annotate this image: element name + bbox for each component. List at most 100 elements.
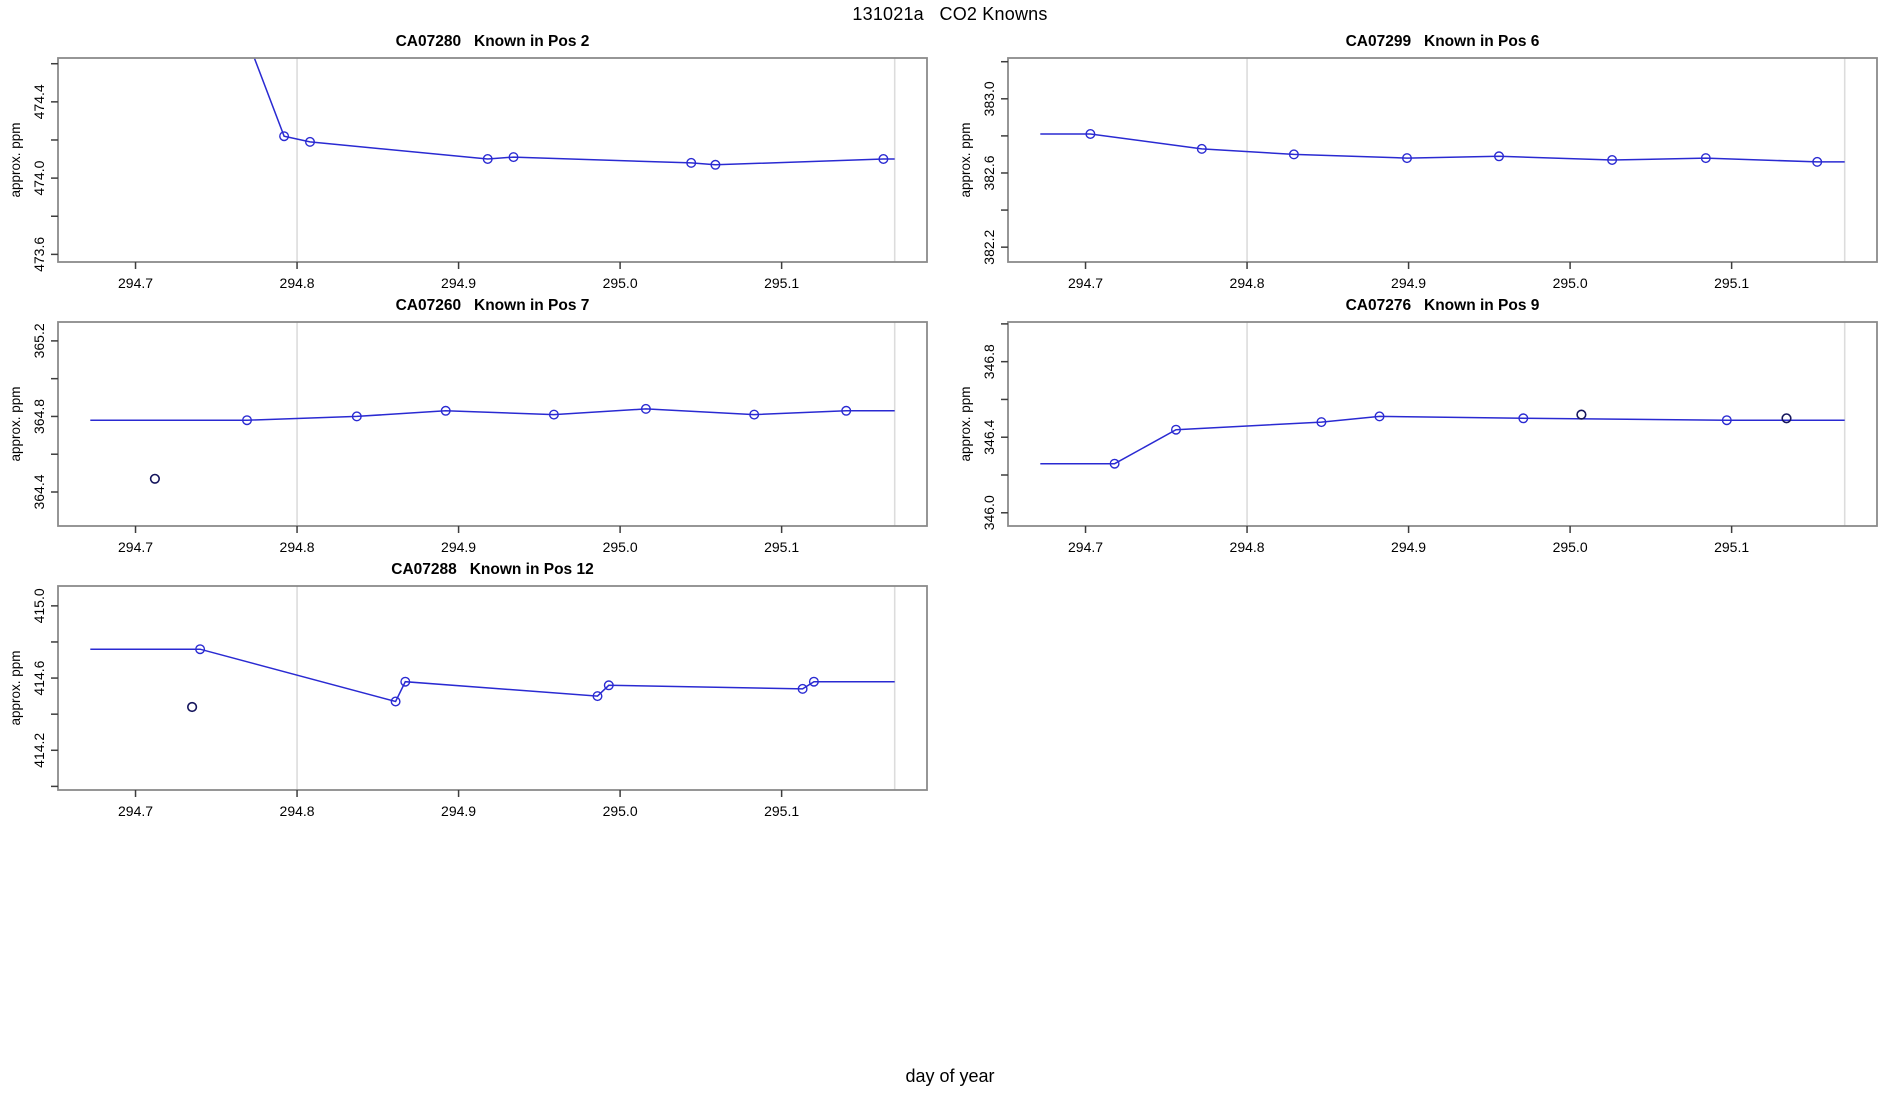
x-tick-label: 294.7 (118, 539, 153, 555)
data-point (686, 157, 697, 168)
x-tick-label: 294.7 (118, 803, 153, 819)
y-tick-label: 365.2 (31, 323, 47, 358)
data-point (797, 683, 808, 694)
x-tick-label: 294.8 (280, 275, 315, 291)
panel-title: CA07288 Known in Pos 12 (391, 561, 593, 578)
y-tick-label: 346.0 (981, 495, 997, 530)
plot-box (57, 57, 928, 263)
data-point (440, 405, 451, 416)
y-axis-label: approx. ppm (958, 386, 973, 461)
data-point (351, 411, 362, 422)
y-tick-label: 474.4 (31, 84, 47, 119)
x-tick-label: 294.8 (1230, 275, 1265, 291)
plot-box (1007, 57, 1878, 263)
panel-title: CA07280 Known in Pos 2 (396, 33, 590, 50)
data-point (1288, 149, 1299, 160)
x-tick-label: 294.8 (1230, 539, 1265, 555)
data-point (1700, 153, 1711, 164)
y-tick-label: 415.0 (31, 588, 47, 623)
x-tick-label: 294.9 (1391, 539, 1426, 555)
data-point (1607, 154, 1618, 165)
flagged-data-point (1576, 409, 1587, 420)
y-tick-label: 346.4 (981, 419, 997, 454)
data-point (1721, 415, 1732, 426)
panel-title: CA07299 Known in Pos 6 (1346, 33, 1540, 50)
x-tick-label: 295.1 (764, 803, 799, 819)
data-point (1196, 143, 1207, 154)
x-tick-label: 295.0 (603, 275, 638, 291)
x-tick-label: 294.7 (1068, 539, 1103, 555)
panel-title: CA07276 Known in Pos 9 (1346, 297, 1540, 314)
data-point (1109, 458, 1120, 469)
y-tick-label: 414.6 (31, 660, 47, 695)
x-tick-label: 295.0 (1553, 539, 1588, 555)
data-point (1493, 151, 1504, 162)
data-point (1518, 413, 1529, 424)
x-tick-label: 294.9 (441, 803, 476, 819)
data-point (603, 680, 614, 691)
plot-box (57, 585, 928, 791)
data-point (1170, 424, 1181, 435)
data-line (253, 58, 895, 166)
panel-CA07260: 294.7 294.8 294.9 295.0 295.1 364.4 364.8 365.2… (8, 297, 928, 555)
x-tick-label: 295.1 (1714, 539, 1749, 555)
x-tick-label: 294.8 (280, 539, 315, 555)
data-point (592, 691, 603, 702)
plot-box (57, 321, 928, 527)
x-tick-label: 295.0 (1553, 275, 1588, 291)
data-point (749, 409, 760, 420)
x-tick-label: 295.1 (1714, 275, 1749, 291)
x-tick-label: 295.1 (764, 539, 799, 555)
flagged-data-point (149, 473, 160, 484)
y-tick-label: 473.6 (31, 237, 47, 272)
data-point (841, 405, 852, 416)
y-axis-label: approx. ppm (958, 122, 973, 197)
data-point (710, 159, 721, 170)
data-point (400, 676, 411, 687)
y-axis-label: approx. ppm (8, 386, 23, 461)
data-point (482, 153, 493, 164)
x-tick-label: 294.9 (441, 539, 476, 555)
panel-CA07280: 294.7 294.8 294.9 295.0 295.1 473.6 474.0 474.4… (8, 33, 928, 291)
x-tick-label: 294.7 (118, 275, 153, 291)
data-point (1316, 417, 1327, 428)
x-tick-label: 294.7 (1068, 275, 1103, 291)
flagged-data-point (187, 701, 198, 713)
panel-CA07299: 294.7 294.8 294.9 295.0 295.1 382.2 382.6 383.0… (958, 33, 1878, 291)
flagged-data-point (1781, 413, 1792, 424)
y-tick-label: 364.8 (31, 399, 47, 434)
data-point (808, 676, 819, 687)
data-point (548, 409, 559, 420)
panel-CA07288: 294.7 294.8 294.9 295.0 295.1 414.2 414.6 415.0… (8, 561, 928, 819)
data-line (90, 408, 895, 421)
figure-title: 131021a CO2 Knowns (852, 4, 1048, 24)
y-tick-label: 474.0 (31, 160, 47, 195)
x-tick-label: 295.1 (764, 275, 799, 291)
y-axis-label: approx. ppm (8, 650, 23, 725)
data-point (390, 696, 401, 707)
y-tick-label: 364.4 (31, 474, 47, 509)
data-point (279, 131, 290, 142)
data-point (1374, 411, 1385, 422)
data-point (305, 136, 316, 147)
data-line (90, 648, 895, 703)
y-tick-label: 346.8 (981, 344, 997, 379)
plot-box (1007, 321, 1878, 527)
data-point (508, 152, 519, 163)
data-point (640, 403, 651, 414)
data-point (878, 153, 889, 164)
x-tick-label: 295.0 (603, 803, 638, 819)
x-tick-label: 294.9 (1391, 275, 1426, 291)
data-point (241, 415, 252, 426)
data-point (1085, 128, 1096, 139)
panel-CA07276: 294.7 294.8 294.9 295.0 295.1 346.0 346.4 346.8… (958, 297, 1878, 555)
y-tick-label: 382.6 (981, 155, 997, 190)
x-tick-label: 294.9 (441, 275, 476, 291)
x-tick-label: 294.8 (280, 803, 315, 819)
panel-title: CA07260 Known in Pos 7 (396, 297, 590, 314)
x-tick-label: 295.0 (603, 539, 638, 555)
y-tick-label: 414.2 (31, 733, 47, 768)
y-tick-label: 382.2 (981, 229, 997, 264)
